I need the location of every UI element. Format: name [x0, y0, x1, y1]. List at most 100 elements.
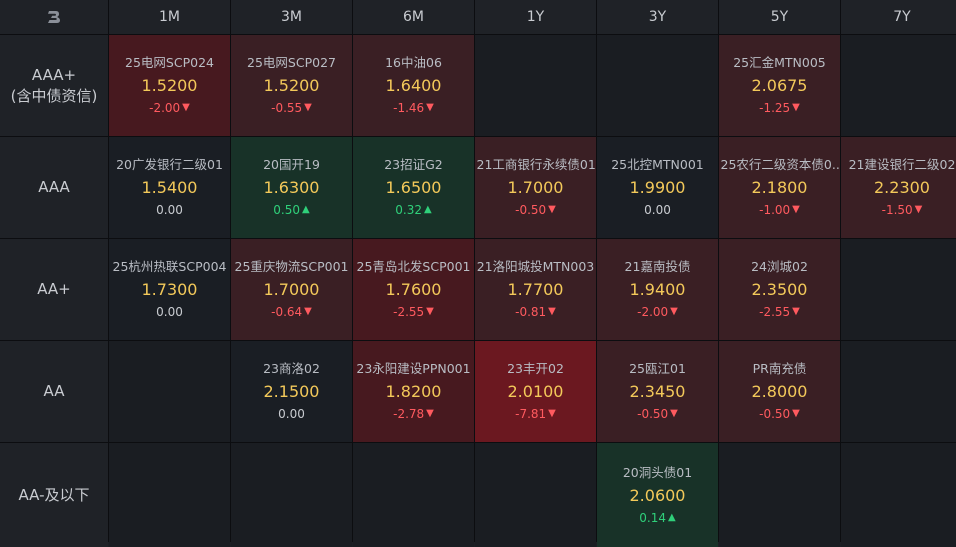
bond-cell[interactable]: 24浏城02 2.3500 -2.55 ▼ — [719, 239, 840, 340]
bond-cell[interactable]: 23商洛02 2.1500 0.00 — [231, 341, 352, 442]
tenor-header-3y[interactable]: 3Y — [597, 0, 718, 34]
bond-cell[interactable]: 25瓯江01 2.3450 -0.50 ▼ — [597, 341, 718, 442]
empty-cell — [109, 341, 230, 442]
empty-cell — [841, 239, 956, 340]
bond-cell[interactable]: 25汇金MTN005 2.0675 -1.25 ▼ — [719, 35, 840, 136]
change-value: -0.81 — [515, 305, 547, 319]
bond-change: 0.00 — [278, 405, 305, 423]
change-value: 0.32 — [395, 203, 422, 217]
bond-cell[interactable]: 21嘉南投债 1.9400 -2.00 ▼ — [597, 239, 718, 340]
bond-name: 16中油06 — [385, 55, 442, 70]
bond-change: -1.25 ▼ — [759, 99, 800, 117]
change-value: -2.78 — [393, 407, 425, 421]
down-arrow-icon: ▼ — [548, 408, 556, 419]
bond-name: 25农行二级资本债0... — [720, 157, 839, 172]
bond-name: 25电网SCP027 — [247, 55, 336, 70]
down-arrow-icon: ▼ — [426, 306, 434, 317]
change-value: -1.25 — [759, 101, 791, 115]
down-arrow-icon: ▼ — [548, 306, 556, 317]
tenor-header-5y[interactable]: 5Y — [719, 0, 840, 34]
rating-row-header: AAA+ (含中债资信) — [0, 35, 108, 136]
rating-label: AA-及以下 — [18, 485, 90, 504]
tenor-header-3m[interactable]: 3M — [231, 0, 352, 34]
bond-change: 0.32 ▲ — [395, 201, 431, 219]
rating-row-header: AA+ — [0, 239, 108, 340]
rating-label: (含中债资信) — [10, 86, 98, 105]
bond-name: 20国开19 — [263, 157, 320, 172]
bond-name: 23永阳建设PPN001 — [356, 361, 471, 376]
change-value: 0.00 — [644, 203, 671, 217]
down-arrow-icon: ▼ — [304, 306, 312, 317]
rating-row-header: AA-及以下 — [0, 443, 108, 547]
bond-cell[interactable]: 23丰开02 2.0100 -7.81 ▼ — [475, 341, 596, 442]
bond-yield: 2.8000 — [751, 382, 808, 401]
empty-cell — [475, 35, 596, 136]
bond-cell[interactable]: 25电网SCP027 1.5200 -0.55 ▼ — [231, 35, 352, 136]
bond-cell[interactable]: 23永阳建设PPN001 1.8200 -2.78 ▼ — [353, 341, 474, 442]
bond-cell[interactable]: 20国开19 1.6300 0.50 ▲ — [231, 137, 352, 238]
bond-cell[interactable]: 21建设银行二级02 2.2300 -1.50 ▼ — [841, 137, 956, 238]
tenor-header-6m[interactable]: 6M — [353, 0, 474, 34]
bond-cell[interactable]: 23招证G2 1.6500 0.32 ▲ — [353, 137, 474, 238]
bond-name: PR南充债 — [752, 361, 807, 376]
rating-label: AA — [43, 382, 65, 400]
bond-cell[interactable]: PR南充债 2.8000 -0.50 ▼ — [719, 341, 840, 442]
tenor-header-1y[interactable]: 1Y — [475, 0, 596, 34]
bond-name: 21工商银行永续债01 — [476, 157, 595, 172]
bond-cell[interactable]: 25重庆物流SCP001 1.7000 -0.64 ▼ — [231, 239, 352, 340]
change-value: -2.00 — [149, 101, 181, 115]
change-value: -2.55 — [759, 305, 791, 319]
bond-yield: 2.1800 — [751, 178, 808, 197]
bond-change: -0.50 ▼ — [759, 405, 800, 423]
bond-cell[interactable]: 20广发银行二级01 1.5400 0.00 — [109, 137, 230, 238]
bond-cell[interactable]: 20洞头债01 2.0600 0.14 ▲ — [597, 443, 718, 547]
bond-cell[interactable]: 16中油06 1.6400 -1.46 ▼ — [353, 35, 474, 136]
change-value: -1.46 — [393, 101, 425, 115]
down-arrow-icon: ▼ — [426, 102, 434, 113]
empty-cell — [719, 443, 840, 547]
rating-label: AAA+ — [31, 65, 77, 84]
bond-change: 0.00 — [156, 303, 183, 321]
bond-yield: 1.5200 — [263, 76, 320, 95]
empty-cell — [353, 443, 474, 547]
bond-yield: 1.5200 — [141, 76, 198, 95]
empty-cell — [841, 35, 956, 136]
tenor-header-7y[interactable]: 7Y — [841, 0, 956, 34]
bond-name: 23商洛02 — [263, 361, 320, 376]
bond-cell[interactable]: 25杭州热联SCP004 1.7300 0.00 — [109, 239, 230, 340]
empty-cell — [231, 443, 352, 547]
tenor-header-1m[interactable]: 1M — [109, 0, 230, 34]
bond-cell[interactable]: 25电网SCP024 1.5200 -2.00 ▼ — [109, 35, 230, 136]
bond-yield: 1.5400 — [141, 178, 198, 197]
bond-cell[interactable]: 21洛阳城投MTN003 1.7700 -0.81 ▼ — [475, 239, 596, 340]
bond-change: 0.00 — [156, 201, 183, 219]
bond-cell[interactable]: 25青岛北发SCP001 1.7600 -2.55 ▼ — [353, 239, 474, 340]
bond-name: 25青岛北发SCP001 — [356, 259, 471, 274]
bond-name: 25瓯江01 — [629, 361, 686, 376]
bond-name: 25电网SCP024 — [125, 55, 214, 70]
bond-change: -1.46 ▼ — [393, 99, 434, 117]
change-value: -2.55 — [393, 305, 425, 319]
bond-name: 21洛阳城投MTN003 — [476, 259, 595, 274]
bond-name: 25汇金MTN005 — [733, 55, 826, 70]
bond-change: -2.00 ▼ — [637, 303, 678, 321]
change-value: -1.50 — [881, 203, 913, 217]
bond-yield: 1.7000 — [507, 178, 564, 197]
down-arrow-icon: ▼ — [304, 102, 312, 113]
bond-name: 21嘉南投债 — [624, 259, 691, 274]
bond-cell[interactable]: 25农行二级资本债0... 2.1800 -1.00 ▼ — [719, 137, 840, 238]
bond-cell[interactable]: 25北控MTN001 1.9900 0.00 — [597, 137, 718, 238]
bond-yield: 1.9400 — [629, 280, 686, 299]
change-value: 0.00 — [156, 305, 183, 319]
bond-yield: 1.7000 — [263, 280, 320, 299]
change-value: -2.00 — [637, 305, 669, 319]
down-arrow-icon: ▼ — [792, 204, 800, 215]
bond-name: 24浏城02 — [751, 259, 808, 274]
change-value: 0.50 — [273, 203, 300, 217]
bond-yield: 2.2300 — [874, 178, 930, 197]
down-arrow-icon: ▼ — [792, 102, 800, 113]
bond-change: -1.50 ▼ — [882, 201, 923, 219]
bond-change: -0.55 ▼ — [271, 99, 312, 117]
change-value: -0.50 — [759, 407, 791, 421]
bond-cell[interactable]: 21工商银行永续债01 1.7000 -0.50 ▼ — [475, 137, 596, 238]
